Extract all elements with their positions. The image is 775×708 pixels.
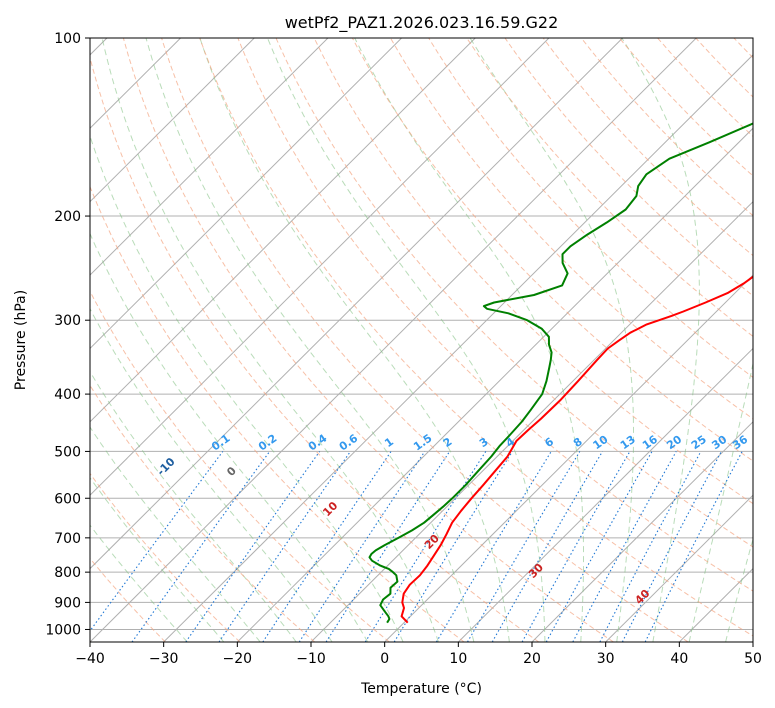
- isotherm-line: [163, 54, 753, 642]
- mixing-ratio-line: [644, 451, 743, 642]
- mixing-ratio-line: [185, 451, 321, 642]
- mixing-ratio-line: [298, 451, 426, 642]
- moist-adiabat: [621, 38, 700, 642]
- x-tick-label: −40: [75, 651, 105, 667]
- moist-adiabat: [199, 38, 510, 642]
- isotherm-line: [236, 127, 753, 642]
- moist-adiabat: [90, 476, 225, 642]
- mixing-ratio-line: [218, 451, 351, 642]
- x-tick-label: −30: [149, 651, 179, 667]
- y-tick-label: 700: [54, 531, 81, 547]
- dry-adiabat: [351, 38, 753, 462]
- moist-adiabat: [101, 38, 439, 642]
- x-tick-label: −10: [296, 651, 326, 667]
- isotherm-line: [457, 347, 753, 642]
- moist-adiabat: [90, 524, 188, 642]
- isotherm-line: [605, 494, 753, 642]
- x-tick-label: 10: [449, 651, 467, 667]
- y-tick-label: 400: [54, 387, 81, 403]
- moist-adiabat: [267, 38, 546, 642]
- moist-adiabat: [90, 134, 404, 642]
- x-tick-label: 50: [744, 651, 762, 667]
- x-tick-label: 20: [523, 651, 541, 667]
- dry-adiabat: [122, 38, 614, 642]
- isotherm-line: [90, 38, 329, 276]
- mixing-ratio-line: [545, 451, 653, 642]
- profile-series: [368, 122, 753, 624]
- dry-adiabat: [580, 38, 753, 217]
- moist-adiabat: [354, 38, 584, 642]
- moist-adiabat: [90, 232, 369, 642]
- y-tick-label: 900: [54, 595, 81, 611]
- y-axis: 1000 900 800 700 600 500 400 300 200 100: [45, 31, 90, 638]
- isotherm-line: [90, 38, 623, 570]
- y-tick-label: 200: [54, 209, 81, 225]
- moist-adiabat: [145, 38, 475, 642]
- y-tick-label: 100: [54, 31, 81, 47]
- dry-adiabat: [90, 290, 390, 642]
- mixing-ratio-line: [90, 451, 224, 632]
- dry-adiabat: [428, 38, 753, 379]
- y-tick-label: 600: [54, 491, 81, 507]
- x-axis-label: Temperature (°C): [360, 681, 482, 697]
- isotherm-line: [384, 274, 753, 642]
- y-tick-label: 300: [54, 313, 81, 329]
- x-axis: −40 −30 −20 −10 0 10 20 30 40 50: [75, 642, 762, 667]
- isotherm-line: [90, 38, 476, 423]
- dewpoint-profile: [368, 122, 753, 624]
- isotherm-line: [310, 200, 753, 642]
- isotherm-line: [90, 38, 550, 496]
- mixing-ratio-line: [262, 451, 392, 642]
- dry-adiabat: [237, 38, 753, 592]
- mixing-ratio-line: [393, 451, 513, 642]
- dry-adiabat: [90, 185, 465, 642]
- x-tick-label: 0: [380, 651, 389, 667]
- y-axis-label: Pressure (hPa): [13, 290, 29, 390]
- isotherm-line: [531, 421, 753, 642]
- x-tick-label: 40: [670, 651, 688, 667]
- moist-adiabat: [90, 426, 261, 642]
- dry-adiabat: [275, 38, 753, 548]
- dry-adiabat: [466, 38, 753, 338]
- dry-adiabat: [161, 38, 689, 642]
- x-tick-label: 30: [597, 651, 615, 667]
- isobar-gridlines: [90, 38, 753, 630]
- plot-frame: [89, 37, 754, 643]
- y-tick-label: 500: [54, 444, 81, 460]
- temperature-profile: [400, 275, 753, 624]
- dry-adiabat: [90, 384, 316, 642]
- skewed-isotherm-gridlines: [90, 38, 753, 642]
- dry-adiabat: [542, 38, 753, 257]
- moist-adiabats: [90, 38, 753, 642]
- isotherm-line: [90, 38, 697, 642]
- y-tick-label: 800: [54, 565, 81, 581]
- y-tick-label: 1000: [45, 622, 81, 638]
- dry-adiabats: [90, 38, 753, 642]
- mixing-ratio-line: [572, 451, 677, 642]
- moist-adiabat: [688, 361, 753, 642]
- mixing-ratio-line: [131, 451, 271, 642]
- dry-adiabat: [90, 472, 241, 642]
- isotherm-line: [90, 38, 255, 203]
- moist-adiabat: [90, 370, 297, 642]
- mixing-ratio-line: [521, 451, 631, 642]
- dry-adiabat: [313, 38, 753, 505]
- chart-title: wetPf2_PAZ1.2026.023.16.59.G22: [285, 13, 559, 33]
- x-tick-label: −20: [223, 651, 253, 667]
- moist-adiabat: [725, 537, 753, 642]
- isotherm-line: [90, 38, 402, 350]
- dry-adiabat: [90, 55, 540, 642]
